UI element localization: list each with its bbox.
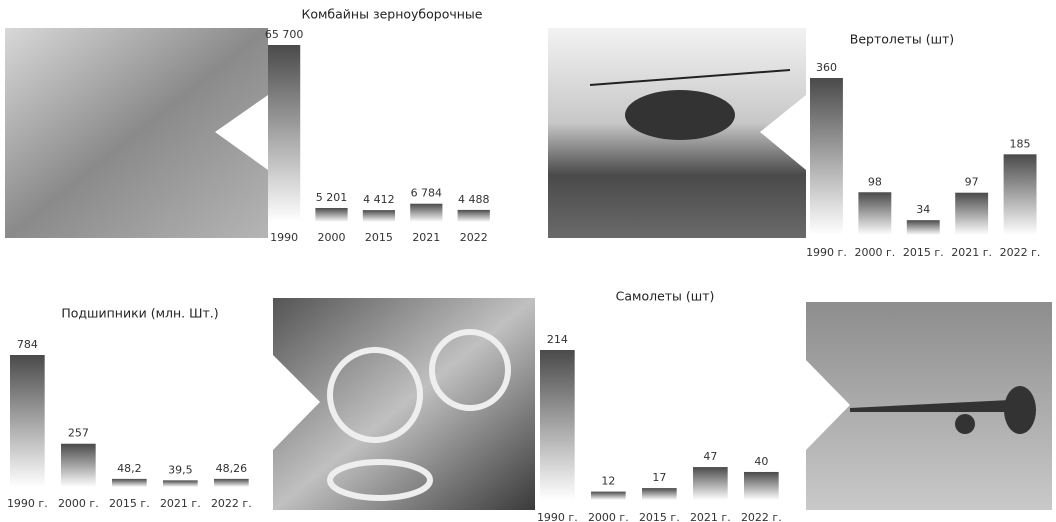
x-tick-label: 2000 г. [588, 511, 629, 522]
x-tick-label: 1990 г. [537, 511, 578, 522]
x-tick-label: 2022 г. [1000, 246, 1041, 259]
value-label: 97 [965, 176, 979, 189]
bar [906, 220, 940, 235]
x-tick-label: 1990 г. [806, 246, 847, 259]
chart-title: Комбайны зерноуборочные [301, 7, 482, 22]
value-label: 185 [1010, 137, 1031, 150]
x-tick-label: 2015 г. [109, 497, 150, 510]
value-label: 48,26 [216, 462, 248, 475]
chart-title: Самолеты (шт) [616, 289, 715, 304]
airplane-shape [850, 386, 1036, 434]
value-label: 4 488 [458, 193, 490, 206]
bar [1003, 154, 1037, 235]
x-tick-label: 2022 г. [741, 511, 782, 522]
value-label: 40 [754, 455, 768, 468]
value-label: 5 201 [316, 191, 348, 204]
helicopter-shape [589, 69, 791, 140]
bar [540, 350, 575, 500]
bar [214, 478, 249, 487]
x-tick-label: 2021 г. [690, 511, 731, 522]
photo-harvester [5, 28, 268, 238]
value-label: 65 700 [265, 28, 304, 41]
x-tick-label: 2000 г. [854, 246, 895, 259]
bar [955, 192, 989, 235]
x-tick-label: 2000 [318, 231, 346, 244]
x-tick-label: 1990 [270, 231, 298, 244]
bar [315, 207, 348, 222]
bar [10, 355, 45, 487]
bar [362, 210, 396, 222]
bar [457, 209, 490, 222]
chart-title: Подшипники (млн. Шт.) [61, 306, 218, 321]
bar [744, 471, 779, 500]
value-label: 98 [868, 175, 882, 188]
bar [810, 78, 843, 235]
x-tick-label: 2021 [412, 231, 440, 244]
value-label: 784 [17, 338, 38, 351]
x-tick-label: 1990 г. [7, 497, 48, 510]
x-tick-label: 2022 г. [211, 497, 252, 510]
value-label: 48,2 [117, 462, 142, 475]
x-tick-label: 2021 г. [160, 497, 201, 510]
value-label: 6 784 [411, 187, 443, 200]
x-tick-label: 2015 г. [903, 246, 944, 259]
value-label: 360 [816, 61, 837, 74]
value-label: 4 412 [363, 193, 395, 206]
value-label: 39,5 [168, 463, 193, 476]
bar [61, 443, 96, 487]
x-tick-label: 2015 [365, 231, 393, 244]
photo-bearings [273, 298, 535, 510]
bar [268, 45, 301, 222]
chart-title: Вертолеты (шт) [850, 32, 954, 47]
value-label: 17 [652, 471, 666, 484]
x-tick-label: 2022 [460, 231, 488, 244]
bar [112, 478, 147, 487]
value-label: 47 [703, 450, 717, 463]
bar [410, 203, 443, 222]
bar [693, 467, 728, 500]
x-tick-label: 2021 г. [951, 246, 992, 259]
value-label: 12 [601, 475, 615, 488]
x-tick-label: 2015 г. [639, 511, 680, 522]
bearing-shape [327, 329, 511, 501]
x-tick-label: 2000 г. [58, 497, 99, 510]
bar [591, 491, 626, 500]
bar [858, 192, 892, 235]
bar [163, 480, 198, 487]
value-label: 214 [547, 333, 568, 346]
value-label: 257 [68, 427, 89, 440]
bar [642, 488, 677, 500]
value-label: 34 [916, 203, 930, 216]
